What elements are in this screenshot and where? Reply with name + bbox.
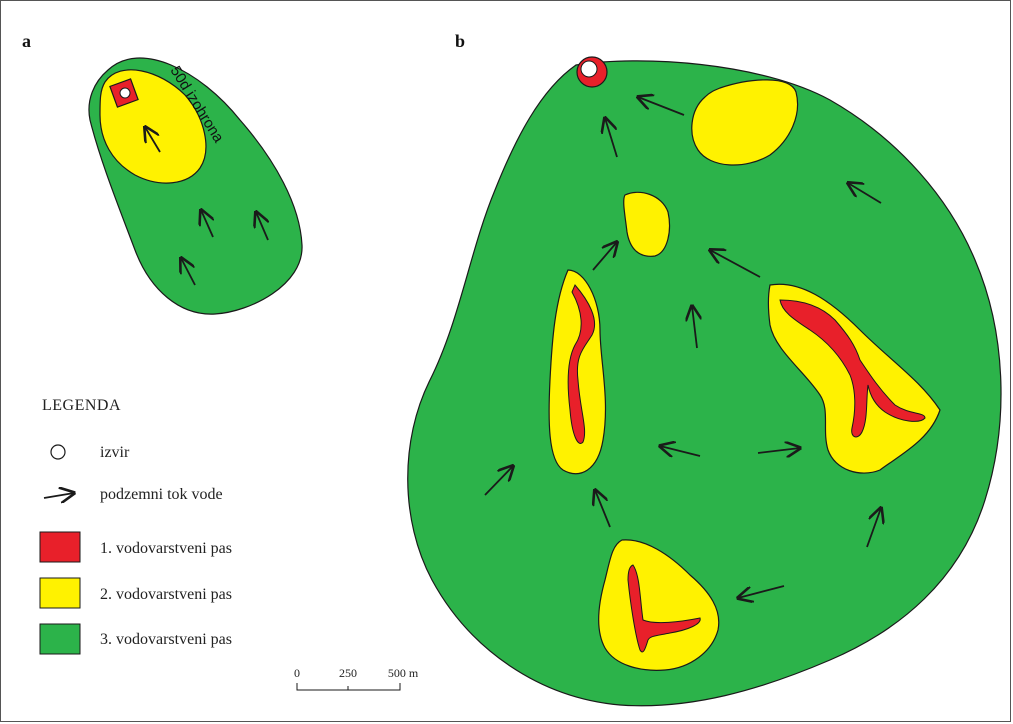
panel-b-flow-arrow [484, 466, 513, 496]
panel-b-flow-arrow [866, 508, 881, 548]
panel-a-flow-arrow [256, 212, 268, 241]
legend-item-zone1: 1. vodovarstveni pas [100, 540, 232, 557]
panel-b-zone2-northeast [691, 79, 799, 166]
panel-b-spring-icon [580, 60, 598, 78]
panel-b-zone2-center [623, 191, 671, 257]
panel-b-zone1-south [627, 564, 701, 653]
panel-b-label: b [455, 31, 465, 51]
panel-a-flow-arrow [201, 210, 213, 238]
legend-title: LEGENDA [42, 397, 121, 414]
legend-item-spring: izvir [100, 444, 130, 461]
legend: LEGENDA izvir podzemni tok vode 1. vodov… [39, 397, 232, 655]
legend-zone1-swatch [39, 531, 81, 563]
panel-b-zone1-west [567, 284, 596, 444]
legend-item-zone2: 2. vodovarstveni pas [100, 586, 232, 603]
scale-tick-0: 0 [294, 666, 300, 680]
panel-b-zone3 [407, 60, 1002, 707]
panel-b-zone1-east [779, 299, 926, 438]
panel-b-flow-arrow [605, 118, 618, 158]
panel-b-flow-arrow [757, 448, 800, 453]
panel-b-flow-arrow [710, 250, 761, 278]
panel-a: a 50d izohrona [22, 31, 303, 315]
panel-b-flow-arrow [595, 490, 611, 528]
panel-b-flow-arrow [592, 242, 617, 271]
scale-bar-line [296, 683, 401, 691]
legend-item-flow: podzemni tok vode [100, 486, 223, 503]
legend-flow-arrow-icon [43, 493, 74, 498]
legend-zone2-swatch [39, 577, 81, 609]
panel-b-flow-arrow [738, 585, 785, 598]
legend-zone3-swatch [39, 623, 81, 655]
panel-b-flow-arrow [848, 183, 882, 204]
panel-b-flow-arrow [692, 306, 697, 349]
panel-a-flow-arrow [181, 258, 196, 286]
panel-b-flow-arrow [660, 446, 701, 456]
scale-tick-250: 250 [339, 666, 357, 680]
panel-a-flow-arrow [145, 127, 161, 153]
legend-item-zone3: 3. vodovarstveni pas [100, 631, 232, 648]
panel-b-flow-arrow [638, 97, 685, 116]
legend-spring-icon [50, 444, 66, 460]
scale-tick-500: 500 m [388, 666, 419, 680]
panel-a-spring-icon [119, 87, 131, 99]
panel-b: b [407, 31, 1002, 707]
panel-a-label: a [22, 31, 31, 51]
scale-bar: 0 250 500 m [294, 666, 419, 691]
